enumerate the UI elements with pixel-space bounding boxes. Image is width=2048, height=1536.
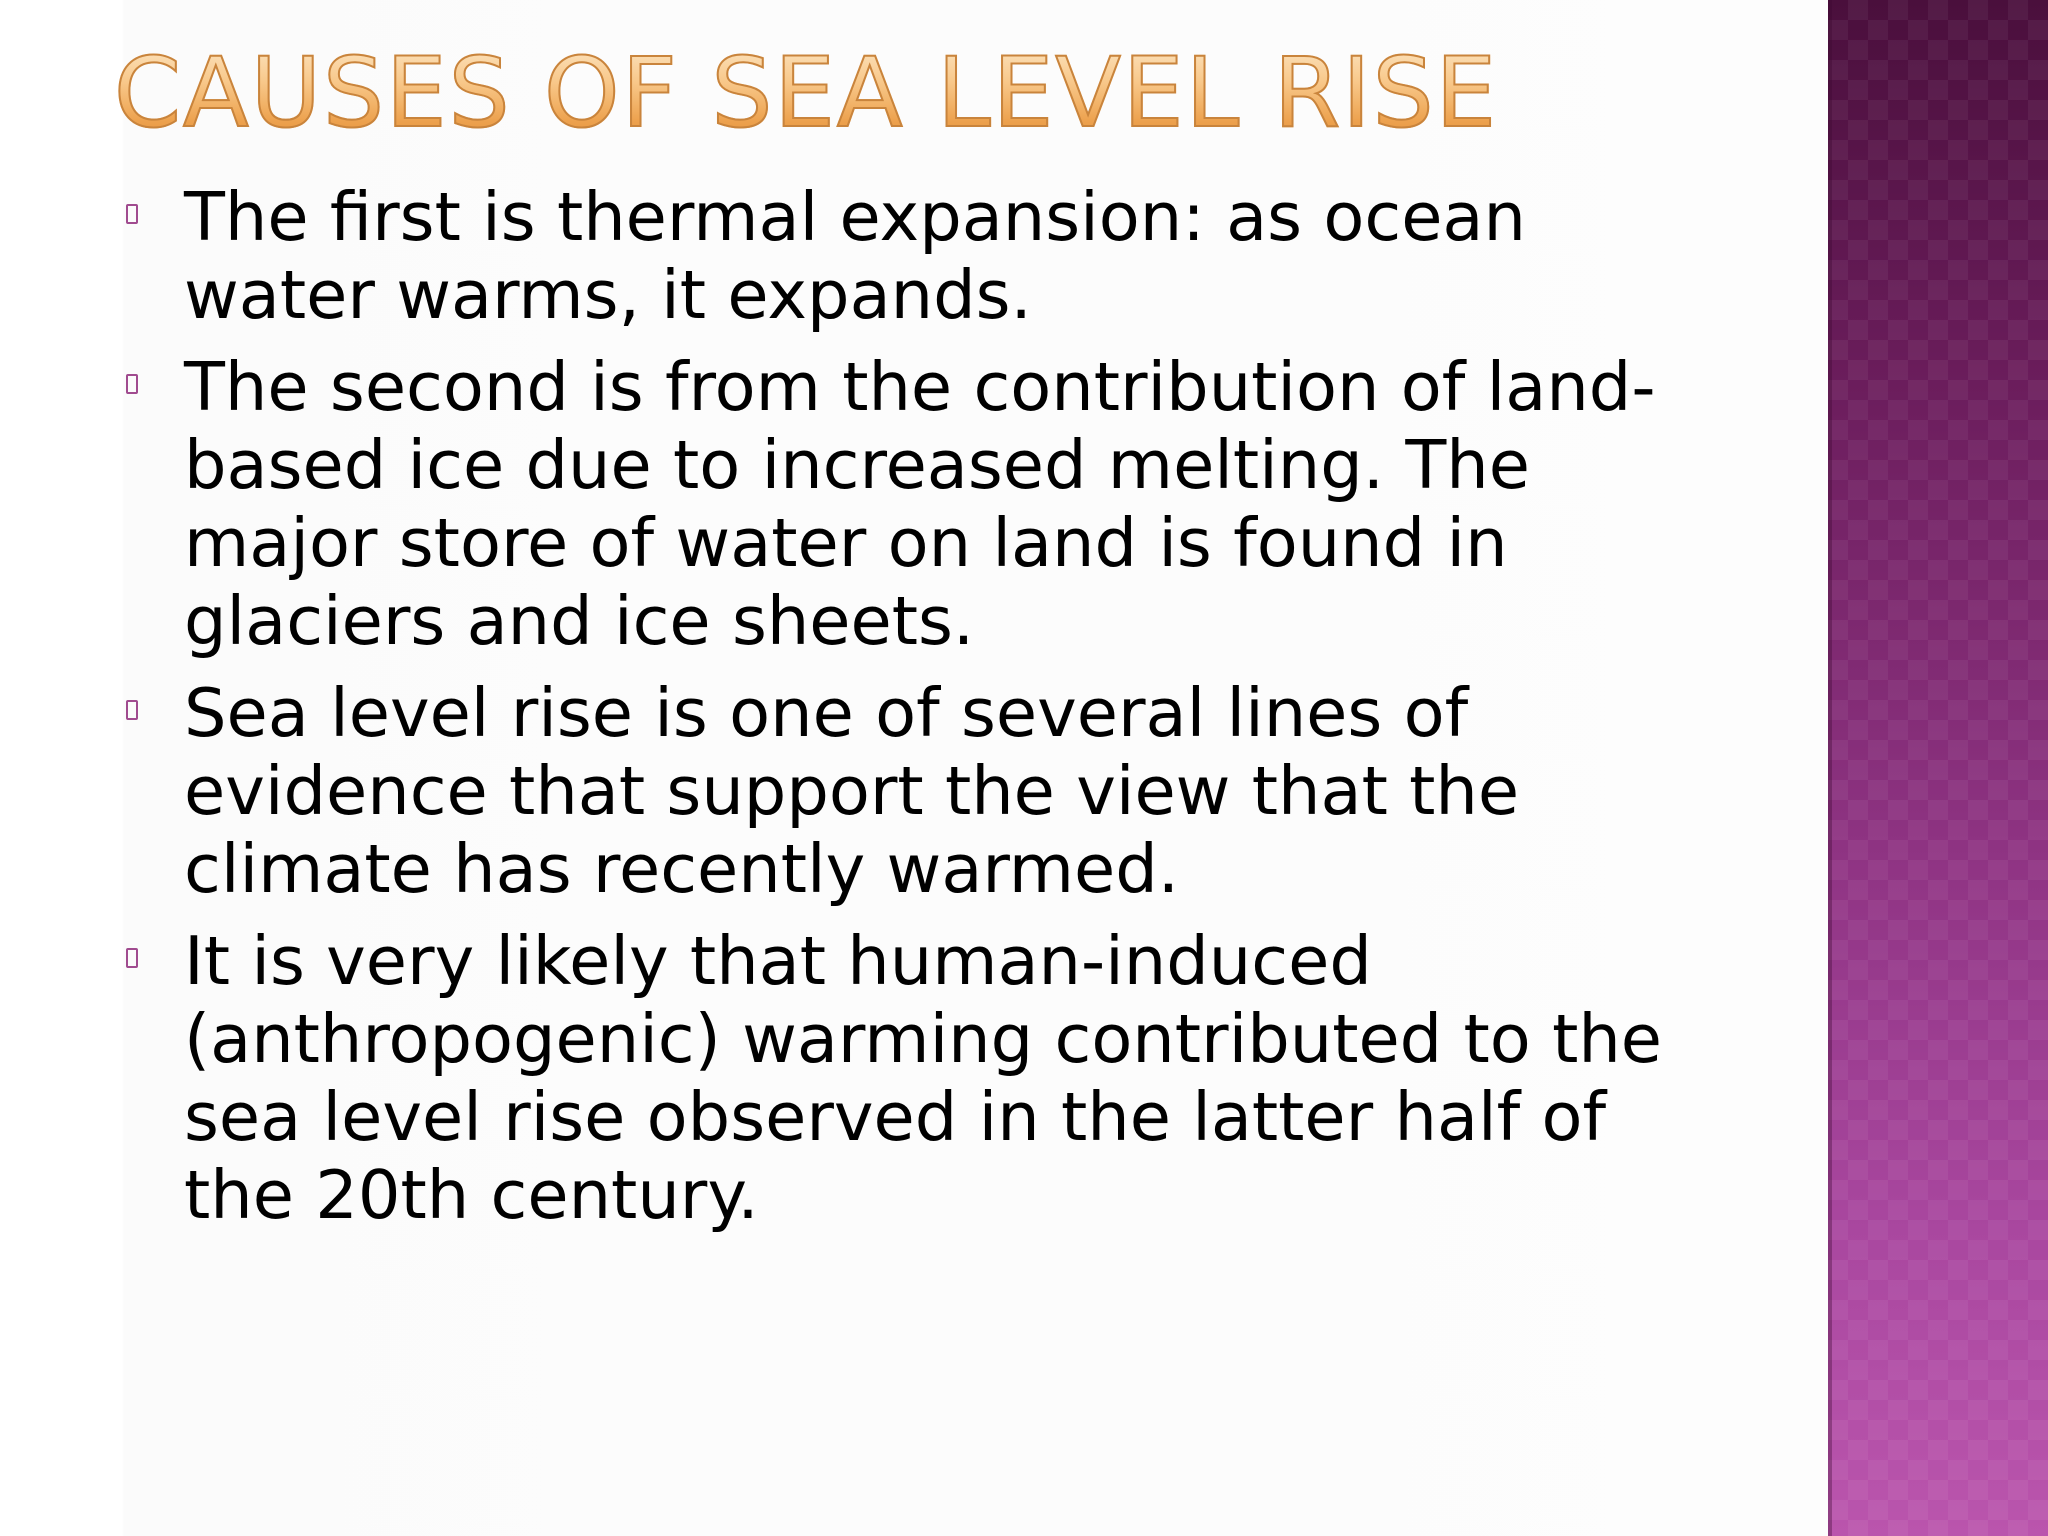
bullet-text: Sea level rise is one of several lines o… [184, 674, 1520, 908]
side-band-edge [1828, 0, 1832, 1536]
bullet-icon [126, 948, 138, 968]
bullet-item: The second is from the contribution of l… [122, 348, 1722, 660]
content-area [0, 0, 1828, 1536]
bullet-text: The second is from the contribution of l… [184, 348, 1656, 660]
bullet-item: It is very likely that human-induced (an… [122, 922, 1722, 1234]
decorative-side-band [1828, 0, 2048, 1536]
bullet-list: The first is thermal expansion: as ocean… [122, 178, 1722, 1248]
bullet-text: It is very likely that human-induced (an… [184, 922, 1663, 1234]
bullet-text: The first is thermal expansion: as ocean… [184, 178, 1526, 334]
bullet-icon [126, 204, 138, 224]
bullet-icon [126, 700, 138, 720]
slide-title: CAUSES OF SEA LEVEL RISE [113, 37, 1499, 149]
side-band-pattern [1828, 0, 2048, 1536]
bullet-item: The first is thermal expansion: as ocean… [122, 178, 1722, 334]
bullet-icon [126, 374, 138, 394]
bullet-item: Sea level rise is one of several lines o… [122, 674, 1722, 908]
